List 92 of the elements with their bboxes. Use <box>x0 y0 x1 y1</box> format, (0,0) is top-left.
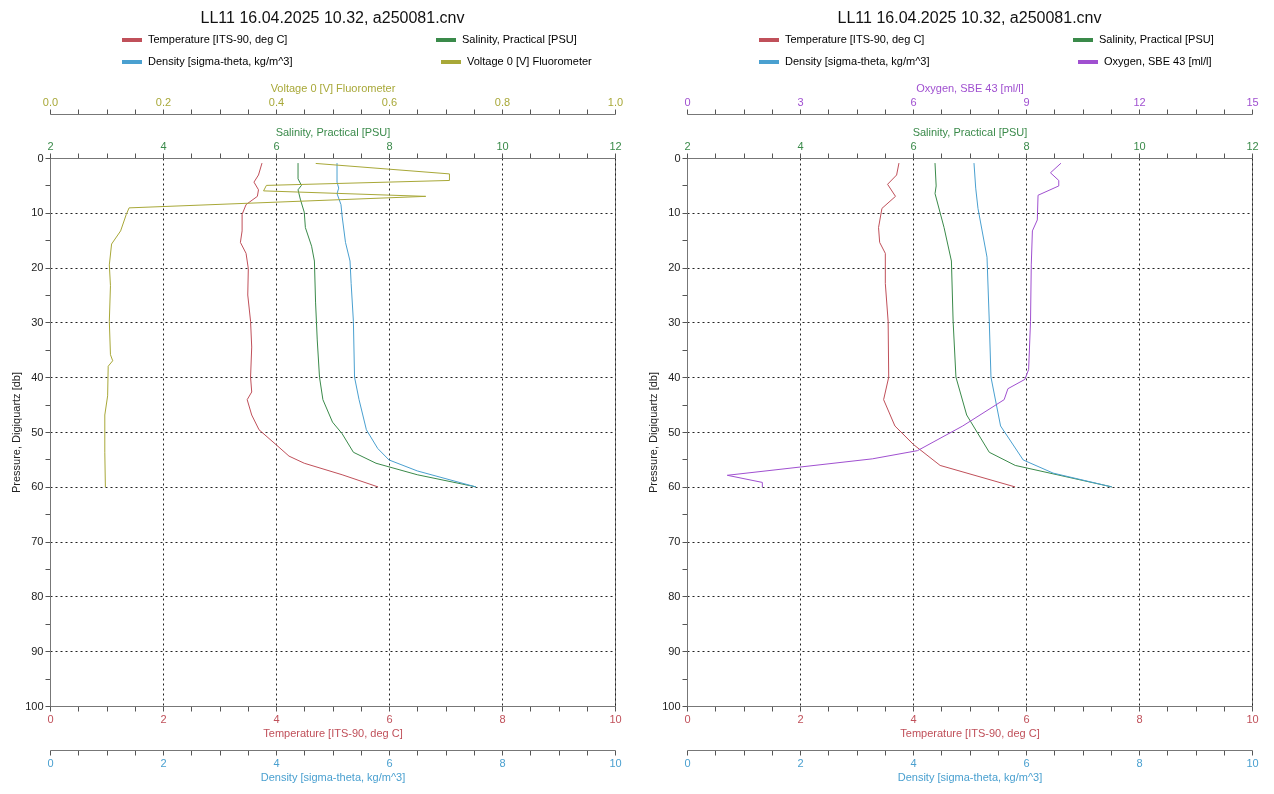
x2-tick-label: 4 <box>160 139 167 152</box>
x2-tick-label: 2 <box>684 139 691 152</box>
y-tick-label: 30 <box>31 315 44 328</box>
x2-tick-label: 2 <box>47 139 54 152</box>
y-tick-label: 70 <box>668 535 681 548</box>
legend-label: Density [sigma-theta, kg/m^3] <box>148 55 293 67</box>
y-tick-label: 70 <box>31 535 44 548</box>
x2-tick-label: 9 <box>1023 95 1030 108</box>
x-tick-label: 6 <box>1023 712 1030 725</box>
x2-tick-label: 10 <box>1133 139 1146 152</box>
y-tick-label: 0 <box>37 151 44 164</box>
x-axis-title: Density [sigma-theta, kg/m^3] <box>897 770 1043 783</box>
y-tick-label: 40 <box>31 370 44 383</box>
y-tick-label: 90 <box>31 644 44 657</box>
y-tick-label: 60 <box>668 480 681 493</box>
y-tick-label: 10 <box>31 206 44 219</box>
x2-tick-label: 6 <box>273 139 280 152</box>
x-tick-label: 6 <box>386 712 393 725</box>
x-tick-label: 2 <box>160 756 167 769</box>
x-tick-label: 8 <box>1136 712 1143 725</box>
y-tick-label: 30 <box>668 315 681 328</box>
x2-axis-title: Oxygen, SBE 43 [ml/l] <box>916 81 1024 94</box>
legend-label: Temperature [ITS-90, deg C] <box>148 33 288 45</box>
x2-tick-label: 8 <box>386 139 393 152</box>
y-tick-label: 100 <box>662 699 681 712</box>
x2-tick-label: 0.0 <box>42 95 59 108</box>
x-tick-label: 2 <box>160 712 167 725</box>
legend-label: Voltage 0 [V] Fluorometer <box>467 55 593 67</box>
line-series <box>239 162 379 488</box>
legend-label: Salinity, Practical [PSU] <box>1099 33 1214 45</box>
chart-title: LL11 16.04.2025 10.32, a250081.cnv <box>837 9 1102 26</box>
legend-label: Oxygen, SBE 43 [ml/l] <box>1104 55 1212 67</box>
y-tick-label: 50 <box>668 425 681 438</box>
x-tick-label: 10 <box>609 712 622 725</box>
x-axis-title: Temperature [ITS-90, deg C] <box>263 726 403 739</box>
x2-tick-label: 8 <box>1023 139 1030 152</box>
y-axis-title: Pressure, Digiquartz [db] <box>647 371 660 494</box>
x-tick-label: 8 <box>499 756 506 769</box>
x-tick-label: 0 <box>47 756 54 769</box>
x2-tick-label: 6 <box>910 95 917 108</box>
y-tick-label: 60 <box>31 480 44 493</box>
x2-axis-title: Voltage 0 [V] Fluorometer <box>270 81 396 94</box>
x-tick-label: 6 <box>1023 756 1030 769</box>
x2-tick-label: 12 <box>1133 95 1146 108</box>
y-tick-label: 100 <box>25 699 44 712</box>
x-tick-label: 4 <box>273 712 280 725</box>
x2-axis-title: Salinity, Practical [PSU] <box>275 125 391 138</box>
x-tick-label: 0 <box>47 712 54 725</box>
x-tick-label: 0 <box>684 756 691 769</box>
x2-tick-label: 12 <box>1246 139 1259 152</box>
legend-label: Temperature [ITS-90, deg C] <box>785 33 925 45</box>
y-tick-label: 20 <box>31 261 44 274</box>
y-tick-label: 80 <box>31 589 44 602</box>
x-tick-label: 6 <box>386 756 393 769</box>
x-tick-label: 8 <box>1136 756 1143 769</box>
x-tick-label: 2 <box>797 756 804 769</box>
y-tick-label: 80 <box>668 589 681 602</box>
x-tick-label: 10 <box>1246 756 1259 769</box>
x-tick-label: 2 <box>797 712 804 725</box>
line-series <box>878 162 1016 488</box>
x2-tick-label: 0 <box>684 95 691 108</box>
chart-title: LL11 16.04.2025 10.32, a250081.cnv <box>200 9 465 26</box>
x-tick-label: 4 <box>273 756 280 769</box>
x2-tick-label: 3 <box>797 95 804 108</box>
x-axis-title: Density [sigma-theta, kg/m^3] <box>260 770 406 783</box>
x2-tick-label: 12 <box>609 139 622 152</box>
x2-tick-label: 0.6 <box>381 95 398 108</box>
x2-tick-label: 15 <box>1246 95 1259 108</box>
x-tick-label: 4 <box>910 756 917 769</box>
x2-tick-label: 1.0 <box>607 95 624 108</box>
x-tick-label: 10 <box>1246 712 1259 725</box>
x-axis-title: Temperature [ITS-90, deg C] <box>900 726 1040 739</box>
legend-label: Density [sigma-theta, kg/m^3] <box>785 55 930 67</box>
x2-tick-label: 10 <box>496 139 509 152</box>
x2-tick-label: 0.4 <box>268 95 285 108</box>
x-tick-label: 8 <box>499 712 506 725</box>
y-tick-label: 10 <box>668 206 681 219</box>
legend-label: Salinity, Practical [PSU] <box>462 33 577 45</box>
x-tick-label: 4 <box>910 712 917 725</box>
x2-tick-label: 6 <box>910 139 917 152</box>
y-tick-label: 50 <box>31 425 44 438</box>
x-tick-label: 0 <box>684 712 691 725</box>
x-tick-label: 10 <box>609 756 622 769</box>
x2-tick-label: 4 <box>797 139 804 152</box>
y-axis-title: Pressure, Digiquartz [db] <box>10 371 23 494</box>
y-tick-label: 40 <box>668 370 681 383</box>
y-tick-label: 0 <box>674 151 681 164</box>
x2-tick-label: 0.2 <box>155 95 172 108</box>
y-tick-label: 20 <box>668 261 681 274</box>
x2-axis-title: Salinity, Practical [PSU] <box>912 125 1028 138</box>
x2-tick-label: 0.8 <box>494 95 511 108</box>
y-tick-label: 90 <box>668 644 681 657</box>
